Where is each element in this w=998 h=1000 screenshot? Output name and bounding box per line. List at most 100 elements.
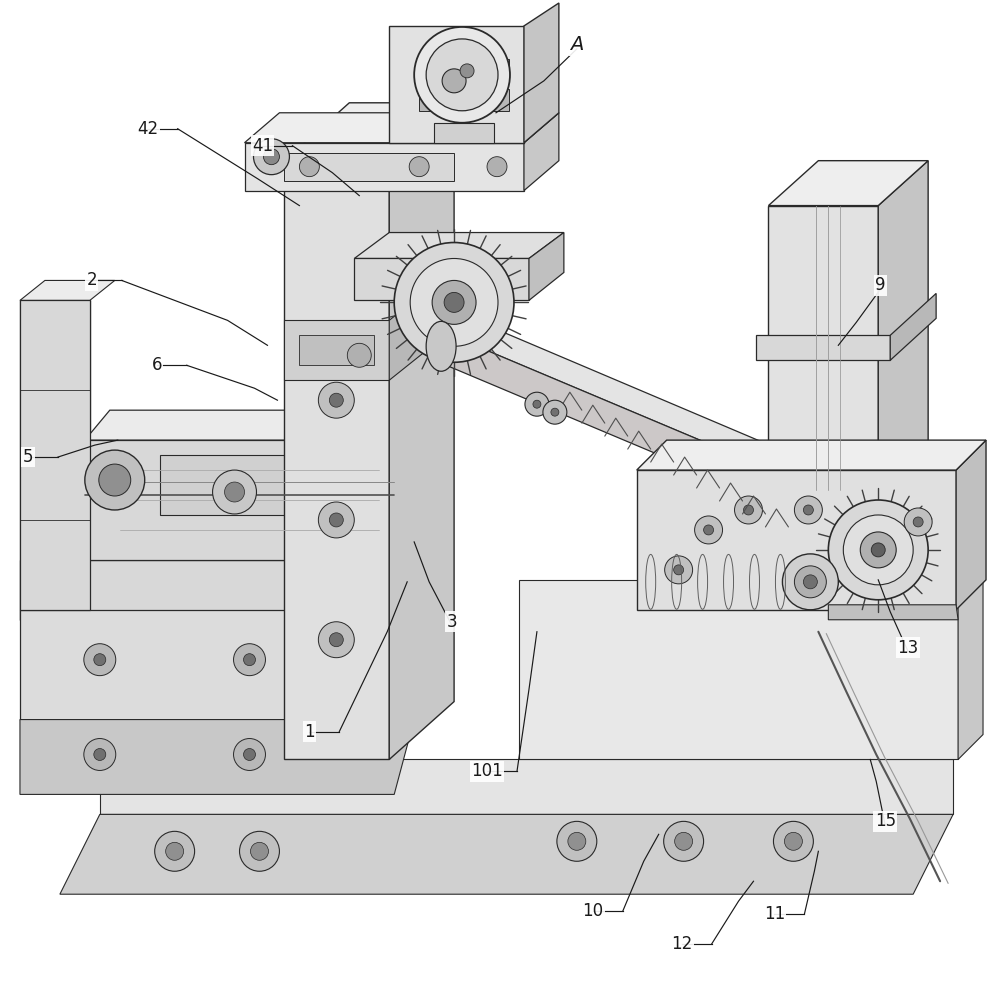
Text: 5: 5	[23, 448, 33, 466]
Text: 11: 11	[763, 905, 785, 923]
Circle shape	[533, 400, 541, 408]
Polygon shape	[637, 470, 956, 610]
Text: 10: 10	[582, 902, 604, 920]
Circle shape	[263, 149, 279, 165]
Polygon shape	[637, 440, 986, 470]
Polygon shape	[85, 410, 419, 440]
Circle shape	[253, 139, 289, 175]
Circle shape	[913, 517, 923, 527]
Polygon shape	[828, 605, 958, 620]
Circle shape	[409, 157, 429, 177]
Circle shape	[414, 27, 510, 123]
Polygon shape	[160, 455, 299, 515]
Circle shape	[803, 575, 817, 589]
Polygon shape	[524, 113, 559, 191]
Polygon shape	[100, 759, 953, 814]
Circle shape	[99, 464, 131, 496]
Circle shape	[568, 832, 586, 850]
Circle shape	[744, 505, 753, 515]
Text: 42: 42	[137, 120, 159, 138]
Circle shape	[704, 525, 714, 535]
Circle shape	[94, 749, 106, 760]
Text: 9: 9	[875, 276, 885, 294]
Circle shape	[782, 554, 838, 610]
Circle shape	[794, 566, 826, 598]
Circle shape	[551, 408, 559, 416]
Polygon shape	[434, 123, 494, 143]
Polygon shape	[245, 113, 559, 143]
Circle shape	[213, 470, 256, 514]
Circle shape	[240, 831, 279, 871]
Circle shape	[675, 832, 693, 850]
Circle shape	[250, 842, 268, 860]
Circle shape	[665, 556, 693, 584]
Text: A: A	[570, 35, 584, 54]
Circle shape	[695, 516, 723, 544]
Text: 41: 41	[251, 137, 273, 155]
Polygon shape	[20, 720, 414, 794]
Circle shape	[318, 382, 354, 418]
Circle shape	[735, 496, 762, 524]
Circle shape	[329, 393, 343, 407]
Circle shape	[234, 644, 265, 676]
Circle shape	[543, 400, 567, 424]
Polygon shape	[529, 233, 564, 300]
Polygon shape	[284, 153, 454, 181]
Circle shape	[444, 292, 464, 312]
Circle shape	[410, 258, 498, 346]
Circle shape	[442, 69, 466, 93]
Circle shape	[244, 654, 255, 666]
Polygon shape	[419, 89, 509, 111]
Circle shape	[803, 505, 813, 515]
Polygon shape	[519, 580, 958, 759]
Circle shape	[664, 821, 704, 861]
Circle shape	[84, 644, 116, 676]
Circle shape	[525, 392, 549, 416]
Polygon shape	[354, 258, 529, 300]
Circle shape	[487, 157, 507, 177]
Circle shape	[460, 64, 474, 78]
Circle shape	[843, 515, 913, 585]
Circle shape	[860, 532, 896, 568]
Text: 3: 3	[447, 613, 457, 631]
Text: 12: 12	[671, 935, 693, 953]
Polygon shape	[878, 161, 928, 490]
Circle shape	[794, 496, 822, 524]
Text: 101: 101	[471, 762, 503, 780]
Polygon shape	[245, 143, 524, 191]
Polygon shape	[284, 320, 389, 380]
Circle shape	[557, 821, 597, 861]
Circle shape	[84, 739, 116, 770]
Circle shape	[432, 280, 476, 324]
Polygon shape	[394, 410, 419, 560]
Circle shape	[784, 832, 802, 850]
Polygon shape	[439, 308, 828, 490]
Polygon shape	[389, 103, 454, 759]
Circle shape	[828, 500, 928, 600]
Circle shape	[225, 482, 245, 502]
Circle shape	[329, 513, 343, 527]
Polygon shape	[60, 814, 953, 894]
Circle shape	[347, 343, 371, 367]
Polygon shape	[20, 300, 90, 620]
Circle shape	[871, 543, 885, 557]
Circle shape	[674, 565, 684, 575]
Circle shape	[329, 633, 343, 647]
Polygon shape	[20, 610, 414, 720]
Circle shape	[85, 450, 145, 510]
Polygon shape	[354, 233, 564, 258]
Circle shape	[299, 157, 319, 177]
Text: 13: 13	[897, 639, 919, 657]
Circle shape	[94, 654, 106, 666]
Text: 6: 6	[152, 356, 162, 374]
Circle shape	[318, 622, 354, 658]
Circle shape	[318, 502, 354, 538]
Circle shape	[155, 831, 195, 871]
Circle shape	[166, 842, 184, 860]
Polygon shape	[20, 560, 379, 620]
Circle shape	[904, 508, 932, 536]
Polygon shape	[20, 300, 90, 610]
Polygon shape	[419, 59, 509, 81]
Polygon shape	[756, 335, 890, 360]
Ellipse shape	[426, 321, 456, 371]
